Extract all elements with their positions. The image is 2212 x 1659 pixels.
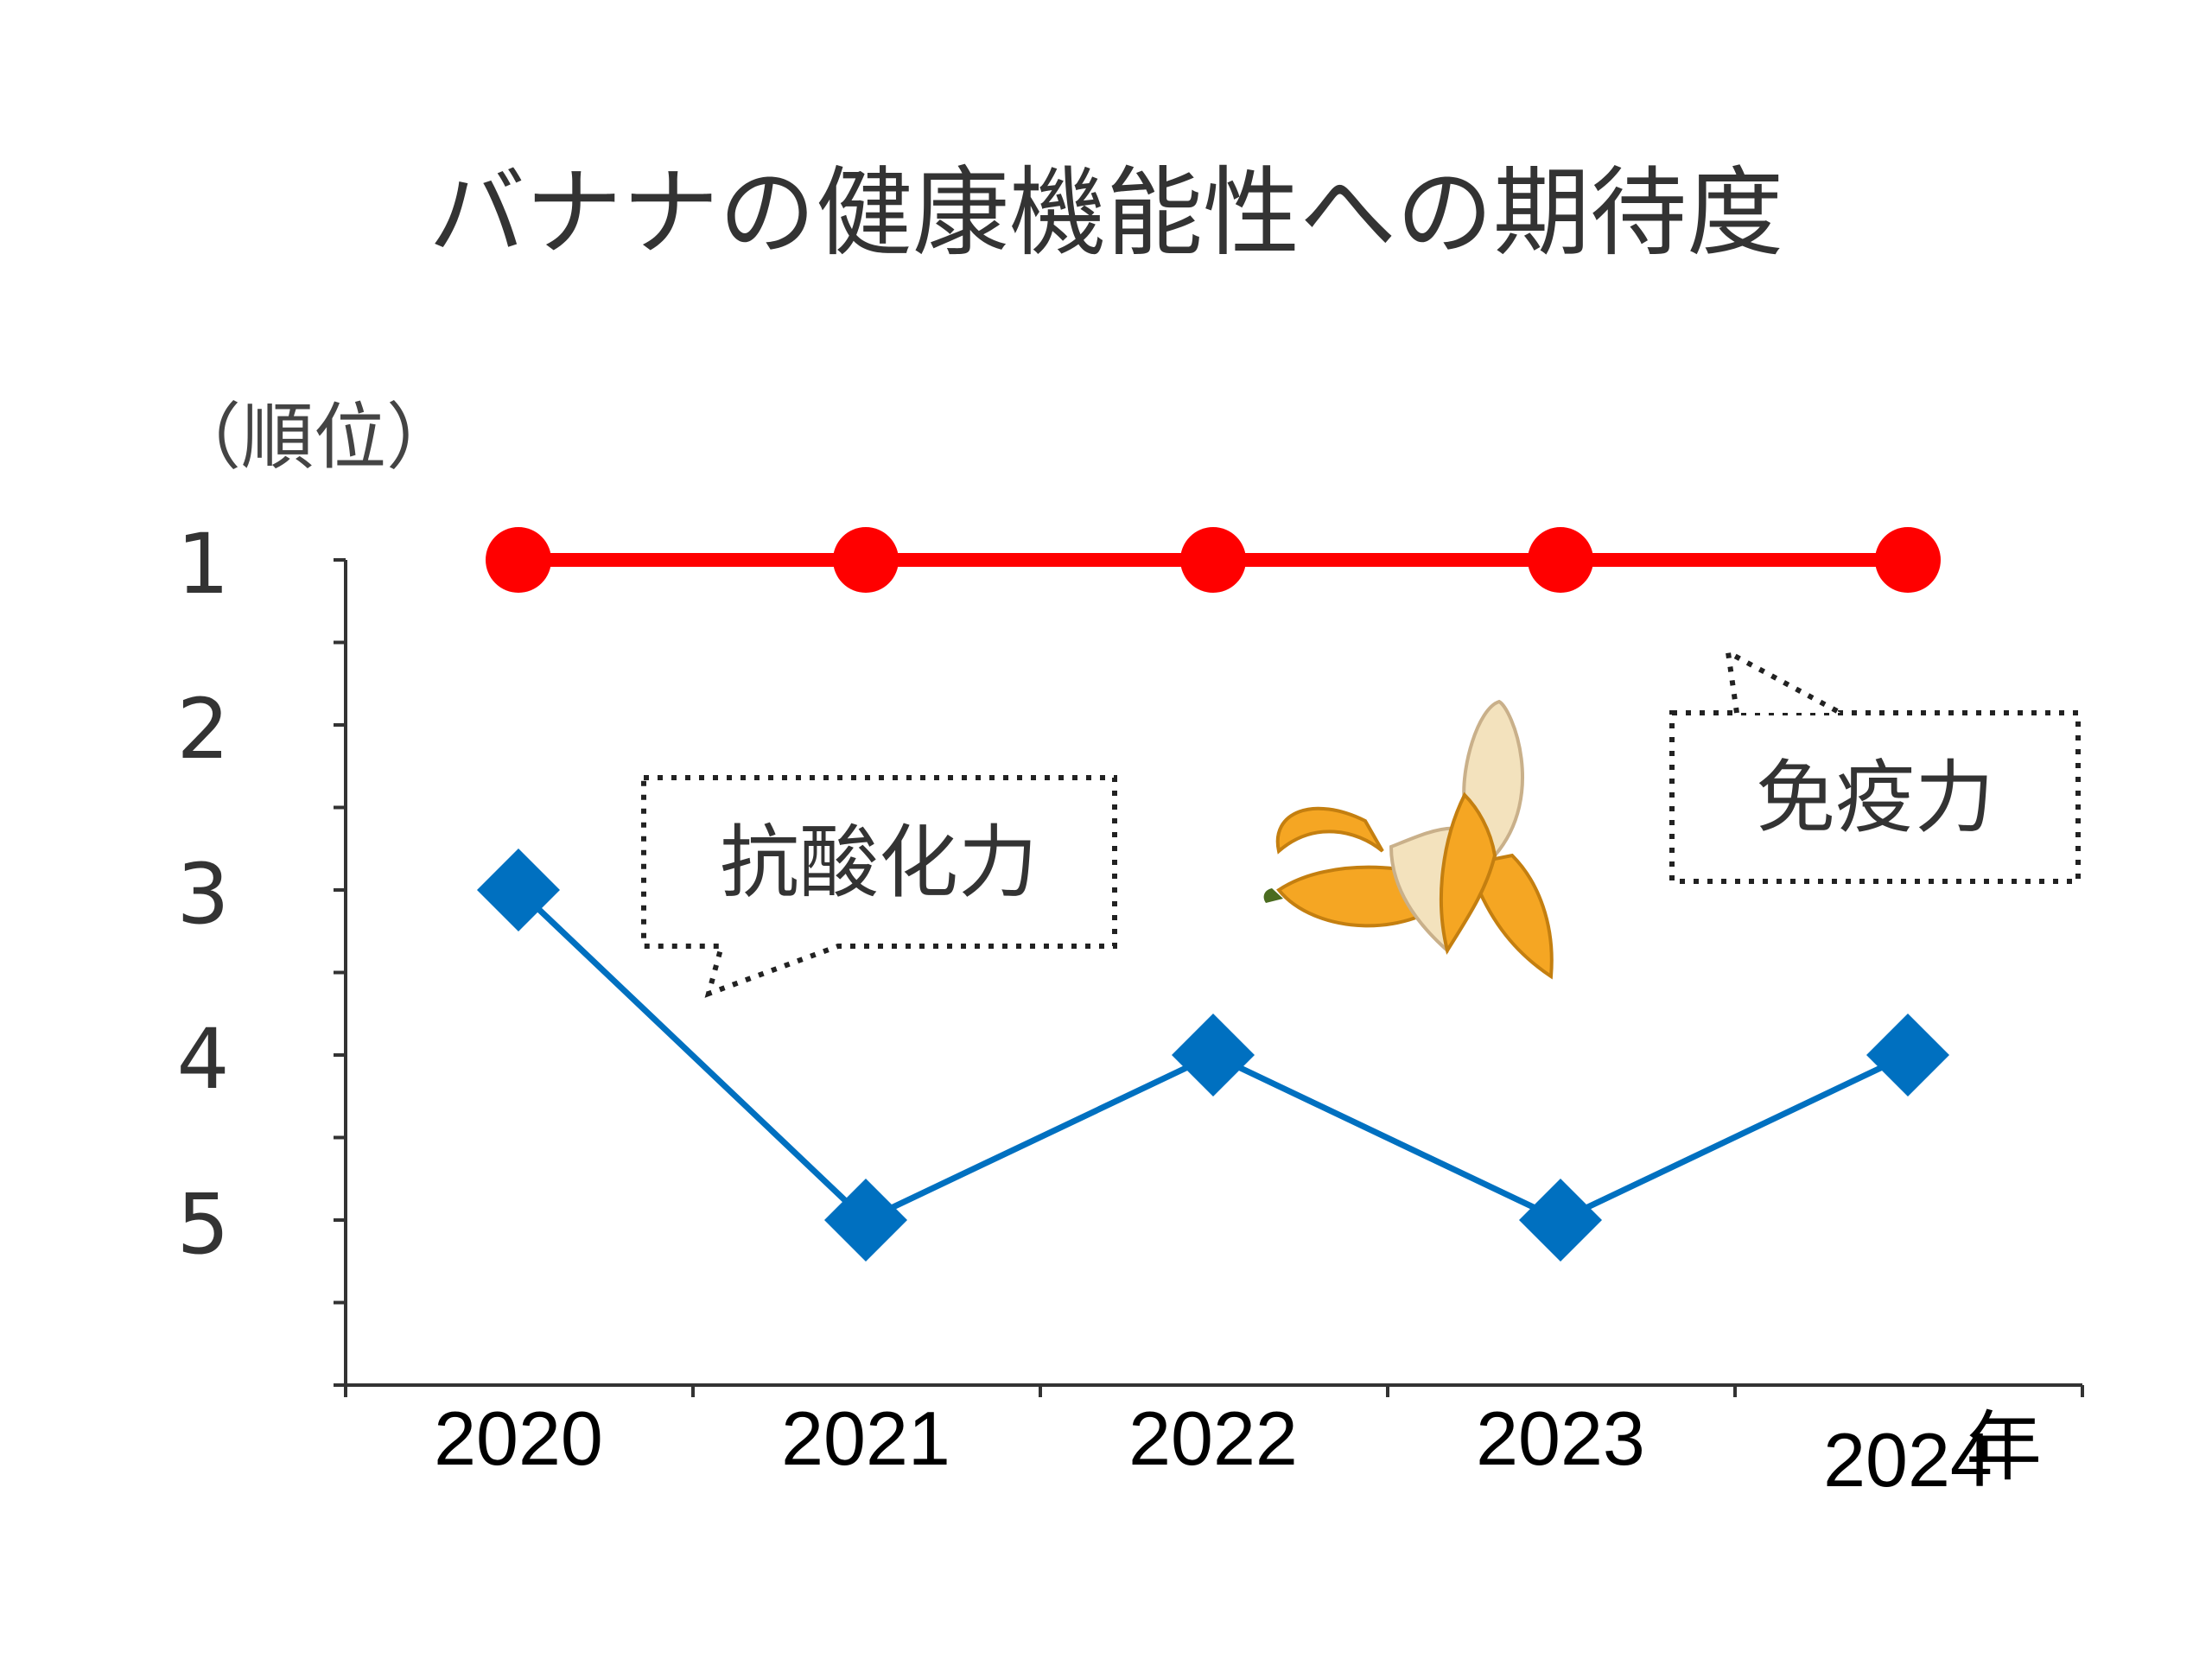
data-point [1875,527,1941,593]
y-tick-labels: 1 2 3 4 5 [176,516,229,1273]
callout-immunity: 免疫力 [1669,647,2081,884]
x-tick-labels: 2020 2021 2022 2023 2024 [434,1395,1993,1503]
x-axis-unit-label: 年 [1966,1404,2042,1490]
data-point [477,849,560,931]
data-point [1866,1014,1949,1096]
callout-antioxidant-text: 抗酸化力 [720,817,1038,909]
x-tick-label: 2020 [434,1395,603,1481]
data-point [1519,1179,1602,1262]
y-tick-label: 1 [176,516,229,613]
y-axis-unit-label: （順位） [168,395,459,480]
peeled-banana-icon [1263,699,1554,980]
data-point [833,527,899,593]
data-point [1180,527,1246,593]
callout-antioxidant: 抗酸化力 [641,775,1117,998]
x-tick-label: 2022 [1128,1395,1298,1481]
data-point [1528,527,1593,593]
y-tick-label: 3 [176,846,229,943]
series-2 [477,849,1949,1262]
axes [334,558,2084,1397]
series-1 [486,527,1941,593]
y-tick-label: 2 [176,681,229,778]
callout-immunity-bubble [1669,710,2081,884]
data-point [824,1179,907,1262]
chart-title: バナナの健康機能性への期待度 [429,157,1783,270]
callout-antioxidant-bubble [641,775,1117,998]
x-tick-label: 2021 [781,1395,950,1481]
y-tick-label: 4 [176,1011,229,1108]
callout-immunity-tail [1725,647,1842,715]
x-tick-label: 2023 [1476,1395,1645,1481]
data-point [1172,1014,1255,1096]
y-tick-label: 5 [176,1176,229,1273]
series-layer [477,527,1949,1262]
callout-immunity-text: 免疫力 [1756,752,1994,844]
x-tick-label: 2024 [1823,1417,1993,1503]
data-point [486,527,551,593]
